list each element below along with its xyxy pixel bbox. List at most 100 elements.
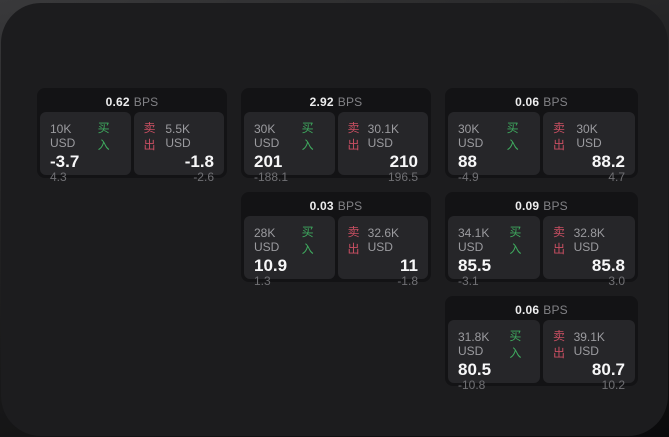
buy-tile-header: 34.1K USD 买入 [458,223,530,257]
buy-tile[interactable]: 28K USD 买入 10.9 1.3 [244,216,335,288]
card-bps-title: 2.92 BPS [244,91,428,112]
buy-tile[interactable]: 30K USD 买入 201 -188.1 [244,112,335,184]
quote-card: 2.92 BPS 30K USD 买入 201 -188.1 卖出 30.1K … [241,88,431,184]
quotes-grid: 0.62 BPS 10K USD 买入 -3.7 4.3 卖出 5.5K USD… [37,88,638,392]
sell-delta: 196.5 [387,170,418,184]
buy-tile[interactable]: 31.8K USD 买入 80.5 -10.8 [448,320,540,392]
buy-tile[interactable]: 10K USD 买入 -3.7 4.3 [40,112,131,184]
buy-notional: 30K USD [254,122,280,150]
sell-tile-header: 卖出 30.1K USD [348,119,419,153]
bps-value: 0.62 [105,94,130,109]
buy-side-label: 买入 [509,329,522,360]
sell-side-label: 卖出 [347,225,360,256]
sell-notional: 5.5K USD [165,122,191,150]
buy-price: 201 [254,152,283,171]
sell-notional: 30K USD [576,122,602,150]
buy-notional: 30K USD [458,122,484,150]
buy-delta: 4.3 [50,170,67,184]
buy-side-label: 买入 [506,121,519,152]
sell-delta: 10.2 [601,378,625,392]
quote-card: 0.03 BPS 28K USD 买入 10.9 1.3 卖出 32.6K US… [241,192,431,288]
buy-price: 85.5 [458,256,492,275]
sell-tile[interactable]: 卖出 32.8K USD 85.8 3.0 [543,216,635,288]
sell-tile[interactable]: 卖出 39.1K USD 80.7 10.2 [543,320,635,392]
sell-notional: 39.1K USD [573,330,605,358]
card-bps-title: 0.09 BPS [448,195,635,216]
bps-unit-label: BPS [133,94,159,109]
bps-value: 2.92 [309,94,334,109]
buy-tile-header: 28K USD 买入 [254,223,325,257]
sell-tile-header: 卖出 5.5K USD [144,119,215,153]
sell-tile[interactable]: 卖出 32.6K USD 11 -1.8 [337,216,428,288]
buy-delta: 1.3 [254,274,271,288]
buy-notional: 28K USD [254,226,280,254]
sell-price: 210 [389,152,418,171]
quote-card: 0.06 BPS 30K USD 买入 88 -4.9 卖出 30K USD 8… [445,88,638,184]
sell-side-label: 卖出 [143,121,156,152]
buy-notional: 31.8K USD [458,330,490,358]
buy-side-label: 买入 [301,121,314,152]
buy-tile-header: 30K USD 买入 [458,119,530,153]
buy-delta: -188.1 [254,170,289,184]
quote-card: 0.09 BPS 34.1K USD 买入 85.5 -3.1 卖出 32.8K… [445,192,638,288]
bps-unit-label: BPS [543,94,568,109]
buy-delta: -3.1 [458,274,479,288]
sell-tile-header: 卖出 39.1K USD [553,327,625,361]
buy-side-label: 买入 [509,225,522,256]
sell-delta: 3.0 [608,274,625,288]
buy-tile-header: 10K USD 买入 [50,119,121,153]
sell-delta: -1.8 [397,274,418,288]
card-bps-title: 0.62 BPS [40,91,224,112]
bps-unit-label: BPS [337,94,363,109]
sell-price: 88.2 [591,152,625,171]
bps-unit-label: BPS [543,302,568,317]
card-bps-title: 0.06 BPS [448,299,635,320]
sell-side-label: 卖出 [347,121,360,152]
card-bps-title: 0.03 BPS [244,195,428,216]
buy-price: 10.9 [254,256,288,275]
sell-tile[interactable]: 卖出 5.5K USD -1.8 -2.6 [133,112,224,184]
bps-unit-label: BPS [337,198,363,213]
sell-tile-header: 卖出 30K USD [553,119,625,153]
sell-delta: -2.6 [193,170,214,184]
app-panel: 0.62 BPS 10K USD 买入 -3.7 4.3 卖出 5.5K USD… [1,3,668,436]
buy-price: 88 [458,152,477,171]
bps-value: 0.06 [515,302,540,317]
buy-delta: -4.9 [458,170,479,184]
card-body: 10K USD 买入 -3.7 4.3 卖出 5.5K USD -1.8 -2.… [40,112,224,184]
buy-side-label: 买入 [301,225,314,256]
card-body: 30K USD 买入 88 -4.9 卖出 30K USD 88.2 4.7 [448,112,635,184]
sell-delta: 4.7 [608,170,625,184]
bps-value: 0.06 [515,94,540,109]
sell-price: 80.7 [591,360,625,379]
sell-tile[interactable]: 卖出 30K USD 88.2 4.7 [543,112,635,184]
sell-notional: 32.8K USD [573,226,605,254]
buy-price: -3.7 [50,152,80,171]
card-body: 31.8K USD 买入 80.5 -10.8 卖出 39.1K USD 80.… [448,320,635,392]
buy-tile[interactable]: 30K USD 买入 88 -4.9 [448,112,540,184]
sell-price: 85.8 [591,256,625,275]
bps-unit-label: BPS [543,198,568,213]
buy-notional: 34.1K USD [458,226,490,254]
sell-tile-header: 卖出 32.8K USD [553,223,625,257]
sell-price: 11 [400,256,418,275]
buy-price: 80.5 [458,360,492,379]
buy-tile-header: 31.8K USD 买入 [458,327,530,361]
sell-tile-header: 卖出 32.6K USD [348,223,419,257]
buy-delta: -10.8 [458,378,486,392]
sell-side-label: 卖出 [553,121,566,152]
sell-tile[interactable]: 卖出 30.1K USD 210 196.5 [337,112,428,184]
sell-side-label: 卖出 [553,225,566,256]
bps-value: 0.09 [515,198,540,213]
card-bps-title: 0.06 BPS [448,91,635,112]
card-body: 30K USD 买入 201 -188.1 卖出 30.1K USD 210 1… [244,112,428,184]
buy-tile-header: 30K USD 买入 [254,119,325,153]
quote-card: 0.62 BPS 10K USD 买入 -3.7 4.3 卖出 5.5K USD… [37,88,227,184]
buy-tile[interactable]: 34.1K USD 买入 85.5 -3.1 [448,216,540,288]
card-body: 28K USD 买入 10.9 1.3 卖出 32.6K USD 11 -1.8 [244,216,428,288]
bps-value: 0.03 [309,198,334,213]
sell-side-label: 卖出 [553,329,566,360]
buy-side-label: 买入 [97,121,110,152]
sell-notional: 32.6K USD [367,226,399,254]
card-body: 34.1K USD 买入 85.5 -3.1 卖出 32.8K USD 85.8… [448,216,635,288]
